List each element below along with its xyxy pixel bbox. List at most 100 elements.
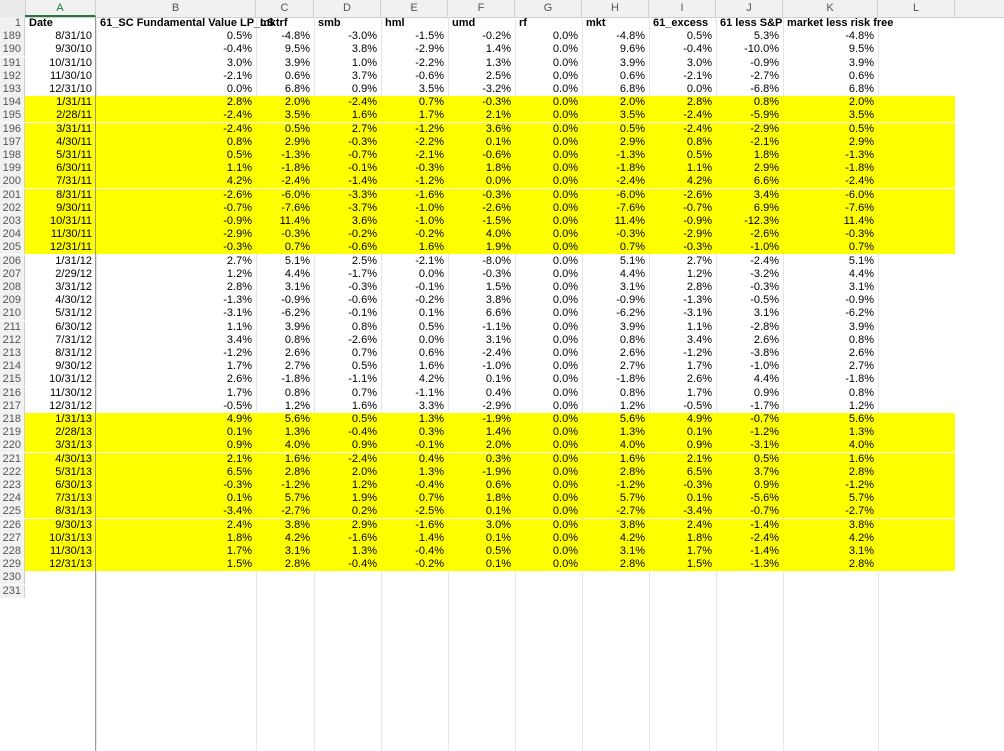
table-cell[interactable]: 0.8%	[753, 96, 779, 109]
table-cell[interactable]: 0.1%	[485, 373, 511, 386]
table-cell[interactable]: 9/30/13	[55, 518, 92, 531]
column-title[interactable]: mktrf	[260, 17, 288, 29]
row-number[interactable]: 229	[0, 558, 25, 572]
table-cell[interactable]: -1.2%	[683, 347, 712, 359]
table-cell[interactable]: 0.0%	[552, 531, 578, 544]
table-cell[interactable]: -7.6%	[845, 201, 874, 214]
row-number[interactable]: 195	[0, 109, 25, 123]
row-number[interactable]: 227	[0, 531, 25, 545]
table-cell[interactable]: 10/31/13	[49, 531, 92, 544]
table-cell[interactable]: -0.9%	[750, 56, 779, 69]
table-cell[interactable]: 0.7%	[418, 96, 444, 109]
table-cell[interactable]: 4.2%	[619, 531, 645, 544]
table-cell[interactable]: 0.0%	[552, 83, 578, 95]
table-cell[interactable]: 8/31/13	[55, 505, 92, 518]
row-number[interactable]: 202	[0, 201, 25, 215]
row-number[interactable]: 230	[0, 571, 25, 585]
column-title[interactable]: mkt	[586, 17, 606, 29]
table-cell[interactable]: -3.0%	[348, 30, 377, 43]
table-cell[interactable]: 0.9%	[226, 439, 252, 452]
table-cell[interactable]: 0.0%	[552, 360, 578, 373]
table-cell[interactable]: 1.4%	[485, 426, 511, 439]
table-cell[interactable]: 10/31/10	[49, 56, 92, 69]
table-cell[interactable]: 5.7%	[284, 492, 310, 505]
table-cell[interactable]: 3.9%	[619, 320, 645, 333]
table-cell[interactable]: -1.3%	[845, 149, 874, 161]
table-cell[interactable]: 1.2%	[351, 479, 377, 491]
table-cell[interactable]: 4.2%	[284, 531, 310, 544]
table-cell[interactable]: -1.3%	[223, 294, 252, 307]
table-cell[interactable]: 1.2%	[848, 399, 874, 412]
table-cell[interactable]: 1.4%	[418, 531, 444, 544]
table-cell[interactable]: -0.3%	[482, 96, 511, 109]
table-cell[interactable]: 0.6%	[848, 69, 874, 82]
table-cell[interactable]: 3.4%	[753, 188, 779, 201]
table-cell[interactable]: 1.1%	[686, 162, 712, 175]
table-cell[interactable]: 3.6%	[351, 215, 377, 227]
table-cell[interactable]: 1.7%	[226, 360, 252, 373]
table-cell[interactable]: -2.4%	[223, 109, 252, 122]
table-cell[interactable]: 4/30/12	[55, 294, 92, 307]
table-cell[interactable]: 4.0%	[619, 439, 645, 452]
table-cell[interactable]: -0.2%	[415, 228, 444, 241]
table-cell[interactable]: 2.4%	[226, 518, 252, 531]
table-cell[interactable]: -6.0%	[616, 188, 645, 201]
table-cell[interactable]: -1.7%	[750, 399, 779, 412]
table-cell[interactable]: -0.5%	[683, 399, 712, 412]
table-cell[interactable]: 2/29/12	[55, 267, 92, 280]
table-cell[interactable]: 0.0%	[552, 545, 578, 557]
table-cell[interactable]: -3.2%	[750, 267, 779, 280]
table-cell[interactable]: 1.8%	[485, 492, 511, 505]
table-cell[interactable]: 0.5%	[686, 149, 712, 161]
table-cell[interactable]: 2.9%	[753, 162, 779, 175]
table-cell[interactable]: 2.6%	[619, 347, 645, 359]
table-cell[interactable]: 0.0%	[552, 373, 578, 386]
table-cell[interactable]: -1.2%	[845, 479, 874, 491]
table-cell[interactable]: -0.3%	[281, 228, 310, 241]
table-cell[interactable]: -0.3%	[482, 188, 511, 201]
table-cell[interactable]: 2.9%	[284, 135, 310, 148]
table-cell[interactable]: 3.4%	[226, 333, 252, 346]
table-cell[interactable]: 0.1%	[226, 426, 252, 439]
table-cell[interactable]: 0.9%	[753, 479, 779, 491]
table-cell[interactable]: 0.8%	[848, 386, 874, 399]
table-cell[interactable]: 1.7%	[686, 545, 712, 557]
table-cell[interactable]: -0.9%	[616, 294, 645, 307]
column-header-k[interactable]: K	[783, 0, 878, 17]
table-cell[interactable]: 2.8%	[848, 558, 874, 571]
table-cell[interactable]: -6.2%	[616, 307, 645, 320]
table-cell[interactable]: -0.7%	[683, 201, 712, 214]
row-number[interactable]: 213	[0, 347, 25, 360]
table-cell[interactable]: -0.3%	[223, 479, 252, 491]
table-cell[interactable]: -2.4%	[482, 347, 511, 359]
table-cell[interactable]: -6.0%	[281, 188, 310, 201]
table-cell[interactable]: 2.5%	[485, 69, 511, 82]
table-cell[interactable]: 1.8%	[686, 531, 712, 544]
row-number[interactable]: 214	[0, 360, 25, 374]
table-cell[interactable]: -1.0%	[750, 241, 779, 254]
table-cell[interactable]: 1.2%	[226, 267, 252, 280]
table-cell[interactable]: 0.9%	[686, 439, 712, 452]
table-cell[interactable]: -2.9%	[482, 399, 511, 412]
table-cell[interactable]: -0.3%	[683, 241, 712, 254]
table-cell[interactable]: 3.8%	[619, 518, 645, 531]
table-cell[interactable]: -1.6%	[415, 518, 444, 531]
table-cell[interactable]: -1.1%	[348, 373, 377, 386]
table-cell[interactable]: 3/31/12	[55, 281, 92, 293]
row-number[interactable]: 211	[0, 320, 25, 334]
table-cell[interactable]: 3.1%	[848, 281, 874, 293]
table-cell[interactable]: 5.1%	[848, 254, 874, 267]
table-cell[interactable]: 1.6%	[284, 452, 310, 465]
table-cell[interactable]: 1.3%	[284, 426, 310, 439]
column-header-e[interactable]: E	[381, 0, 448, 17]
table-cell[interactable]: 2.9%	[619, 135, 645, 148]
table-cell[interactable]: 1.6%	[848, 452, 874, 465]
table-cell[interactable]: 4.4%	[619, 267, 645, 280]
table-cell[interactable]: 0.0%	[552, 307, 578, 320]
table-cell[interactable]: 3.1%	[284, 545, 310, 557]
table-cell[interactable]: 2/28/11	[56, 109, 92, 122]
select-all-corner[interactable]	[0, 0, 26, 17]
table-cell[interactable]: -6.2%	[845, 307, 874, 320]
table-cell[interactable]: 3.4%	[686, 333, 712, 346]
